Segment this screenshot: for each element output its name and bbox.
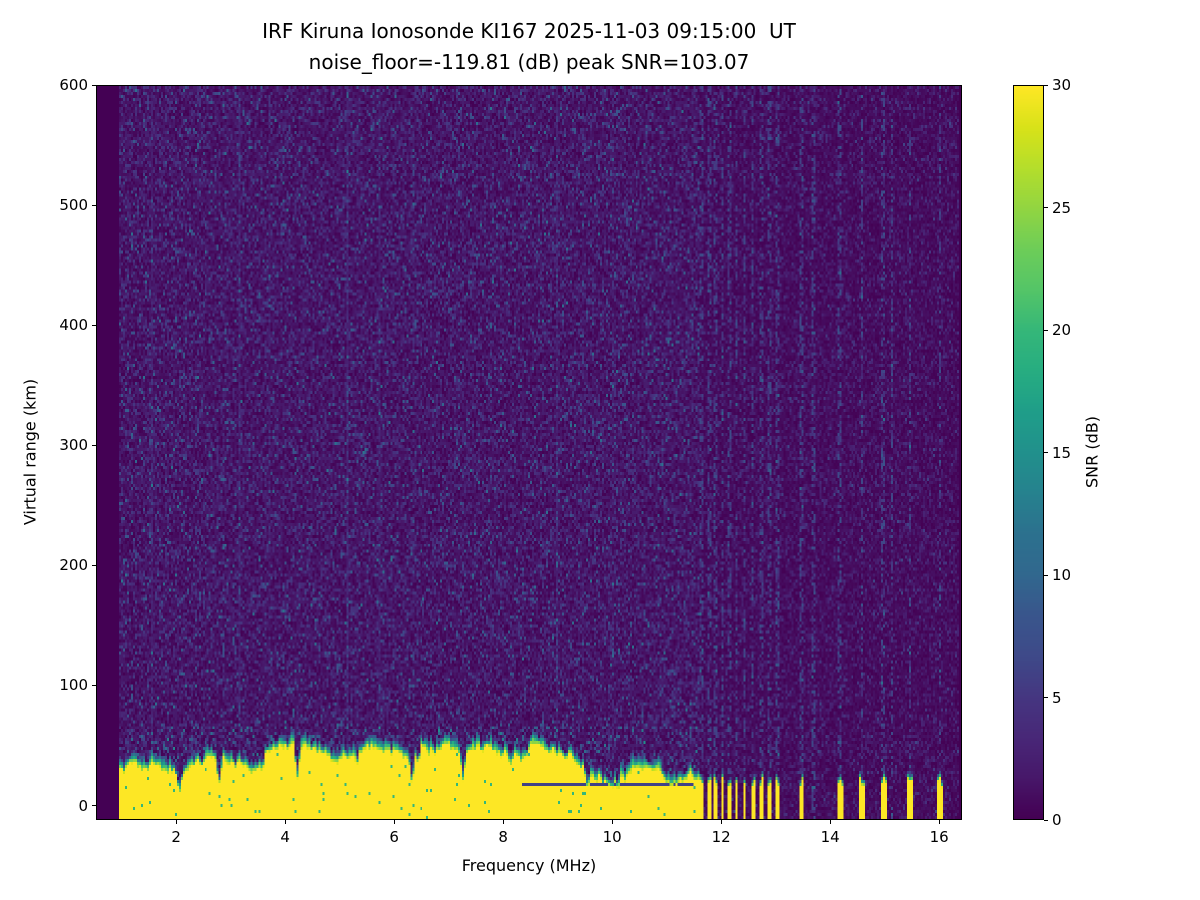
x-tick-label: 4 (280, 828, 290, 846)
x-tick-mark (502, 820, 504, 824)
colorbar-tick-mark (1044, 574, 1048, 576)
y-tick-mark (92, 684, 96, 686)
x-tick-mark (720, 820, 722, 824)
colorbar-tick-label: 25 (1052, 198, 1072, 217)
x-tick-mark (393, 820, 395, 824)
colorbar-tick-mark (1044, 329, 1048, 331)
heatmap-canvas (97, 86, 961, 819)
x-tick-mark (284, 820, 286, 824)
x-tick-label: 8 (498, 828, 508, 846)
colorbar-tick-label: 5 (1052, 688, 1062, 707)
chart-title: IRF Kiruna Ionosonde KI167 2025-11-03 09… (96, 16, 962, 78)
y-tick-label: 100 (59, 676, 88, 695)
colorbar-tick-label: 10 (1052, 566, 1072, 584)
chart-title-line1: IRF Kiruna Ionosonde KI167 2025-11-03 09… (262, 19, 796, 43)
y-tick-label: 300 (59, 436, 88, 455)
x-tick-label: 14 (820, 828, 840, 846)
y-tick-mark (92, 444, 96, 446)
colorbar-tick-mark (1044, 452, 1048, 453)
x-tick-mark (829, 820, 831, 824)
y-tick-mark (92, 204, 96, 206)
y-tick-label: 500 (59, 196, 88, 215)
y-tick-mark (92, 84, 96, 86)
colorbar-tick-mark (1044, 207, 1048, 208)
colorbar-tick-label: 15 (1052, 443, 1072, 462)
chart-title-line2: noise_floor=-119.81 (dB) peak SNR=103.07 (308, 50, 750, 74)
x-tick-label: 10 (602, 828, 622, 846)
x-tick-mark (611, 820, 613, 824)
y-tick-label: 400 (59, 316, 88, 335)
y-tick-mark (92, 324, 96, 326)
colorbar-tick-mark (1044, 819, 1048, 821)
y-tick-mark (92, 564, 96, 566)
y-tick-label: 600 (59, 76, 88, 94)
x-tick-label: 2 (171, 828, 181, 846)
y-tick-label: 0 (78, 796, 88, 815)
colorbar-tick-mark (1044, 84, 1048, 86)
colorbar-tick-mark (1044, 697, 1048, 698)
plot-area (96, 85, 962, 820)
x-tick-label: 16 (929, 828, 949, 846)
x-axis-label: Frequency (MHz) (461, 856, 597, 875)
colorbar-tick-label: 30 (1052, 76, 1072, 94)
colorbar (1013, 85, 1044, 820)
y-tick-mark (92, 805, 96, 807)
colorbar-tick-label: 20 (1052, 321, 1072, 339)
colorbar-canvas (1014, 86, 1043, 819)
x-tick-mark (175, 820, 177, 824)
colorbar-label: SNR (dB) (1082, 416, 1102, 488)
x-tick-label: 12 (711, 828, 731, 846)
y-tick-label: 200 (59, 556, 88, 575)
colorbar-tick-label: 0 (1052, 811, 1062, 829)
x-tick-label: 6 (389, 828, 399, 846)
x-tick-mark (938, 820, 940, 824)
